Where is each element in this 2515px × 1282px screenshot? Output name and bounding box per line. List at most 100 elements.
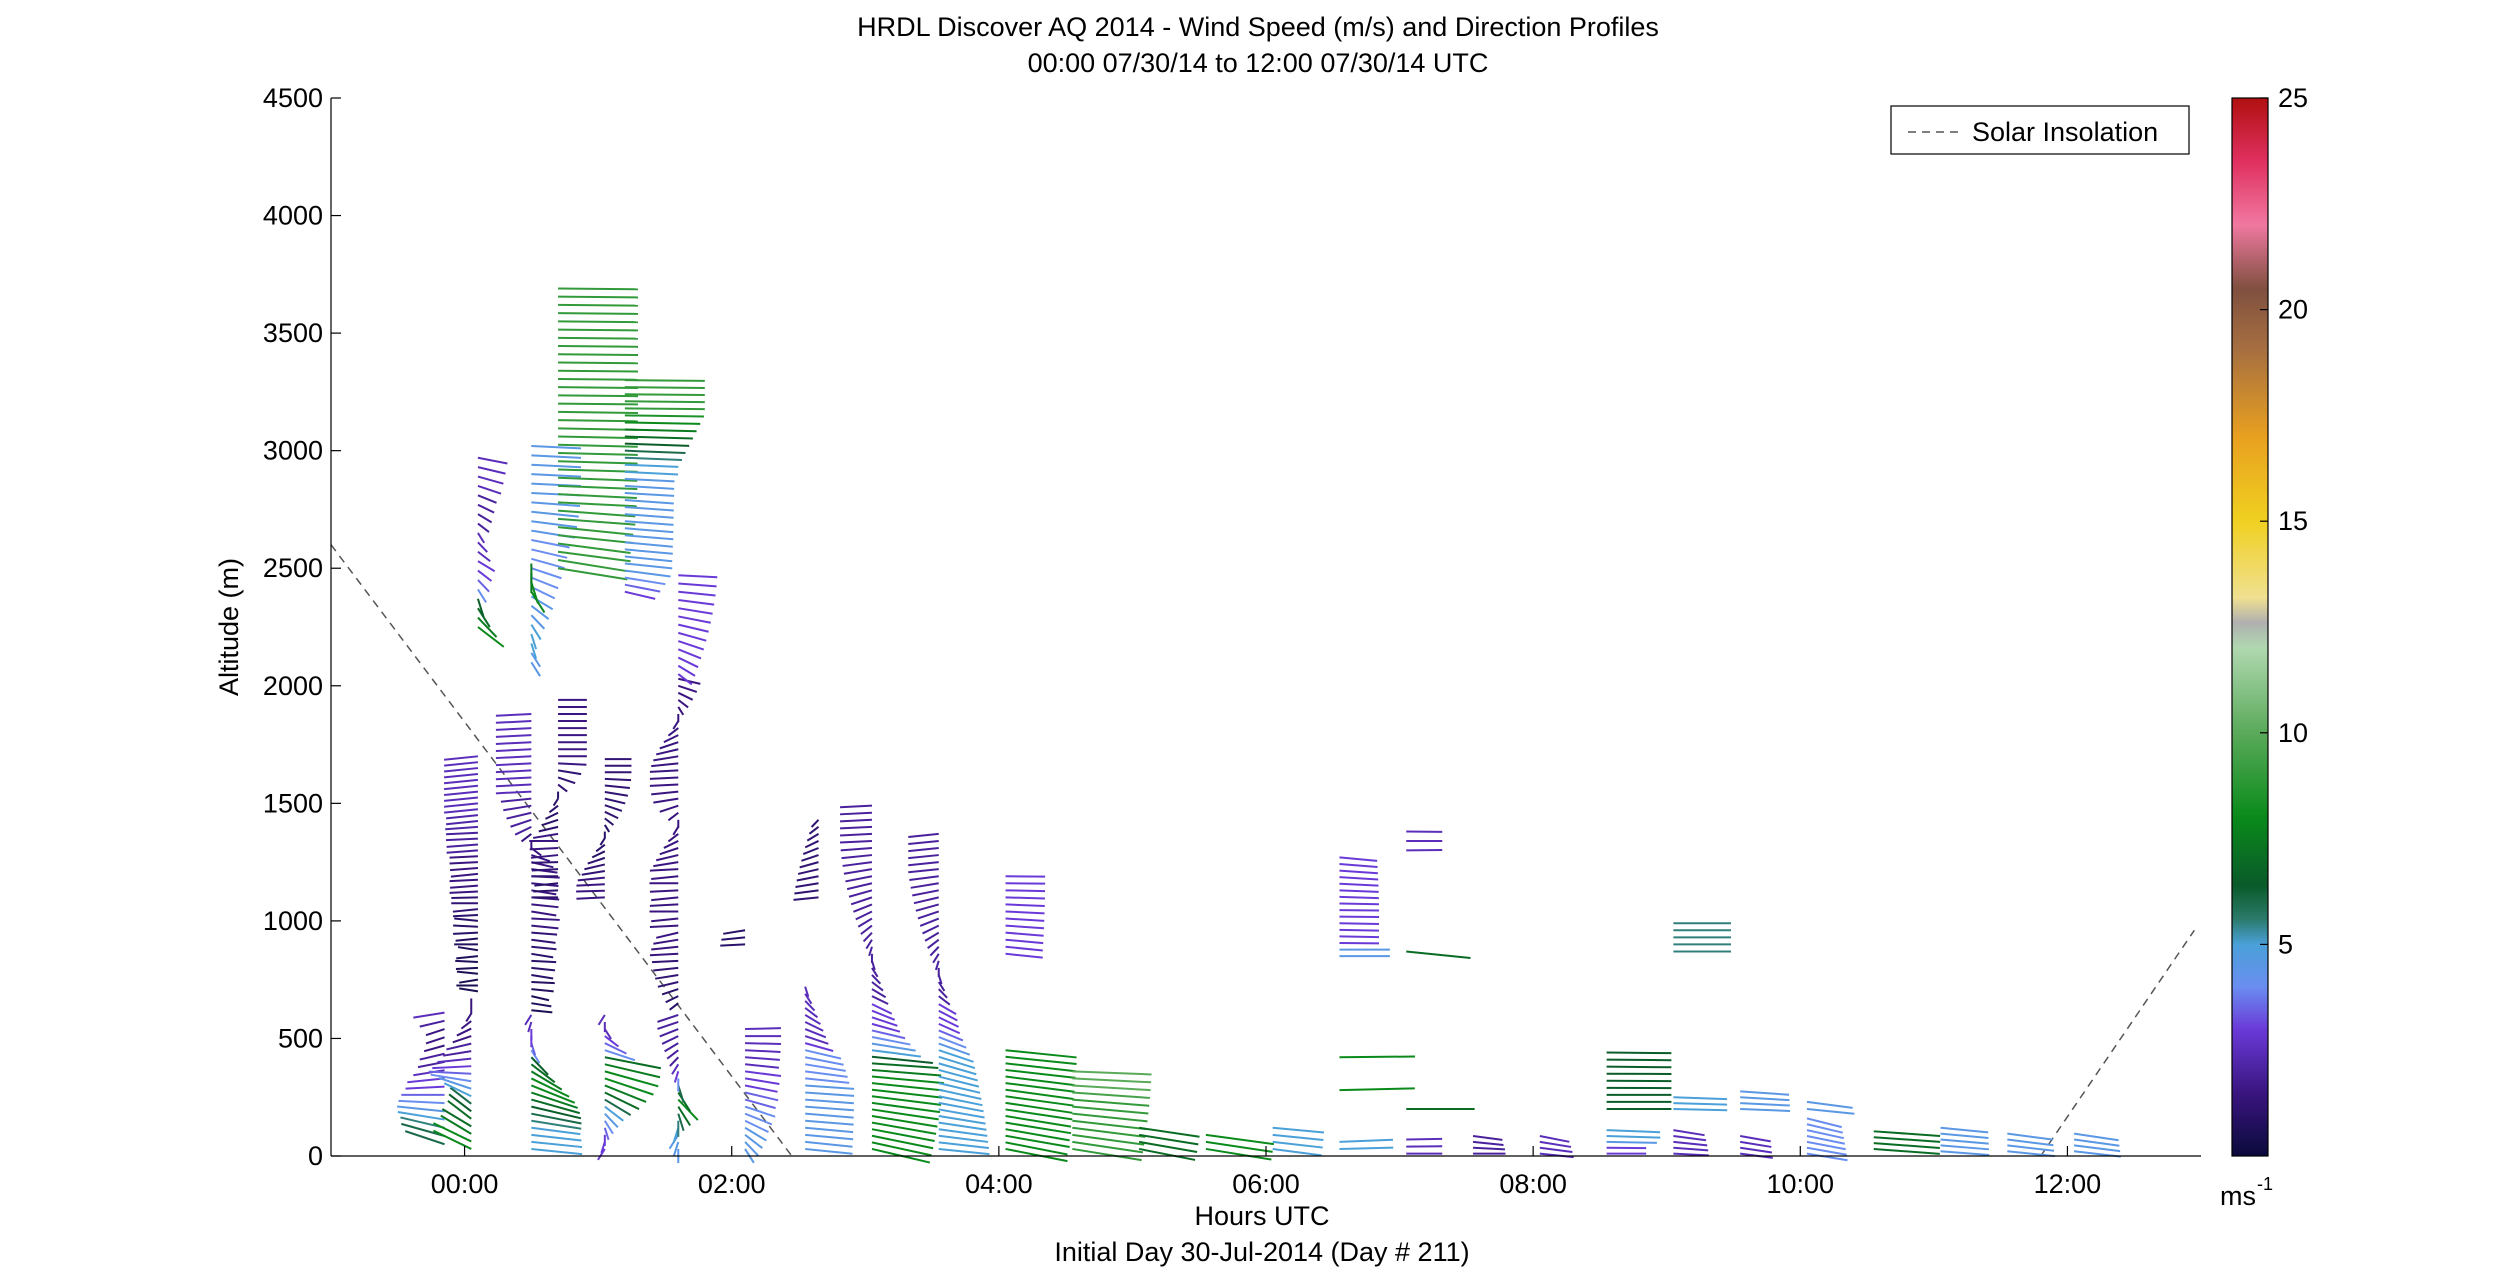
wind-barb — [624, 562, 673, 570]
wind-barb — [805, 1147, 853, 1155]
y-axis-ticks: 0 500 1000 1500 2000 2500 3000 3500 4000 4500 — [263, 83, 341, 1171]
wind-barb — [495, 755, 532, 760]
wind-barb — [558, 443, 638, 448]
wind-barb — [677, 706, 685, 716]
wind-barb — [871, 1029, 906, 1040]
wind-barb — [428, 1070, 472, 1075]
wind-barb — [1072, 1126, 1146, 1138]
wind-barb — [558, 762, 587, 766]
wind-barb — [744, 1063, 780, 1069]
wind-barb — [938, 1042, 971, 1056]
wind-barb — [871, 1134, 934, 1150]
wind-barb — [805, 1084, 855, 1090]
wind-barb — [425, 1028, 445, 1037]
chart-subtitle: 00:00 07/30/14 to 12:00 07/30/14 UTC — [1028, 48, 1489, 78]
wind-barb — [1806, 1135, 1846, 1145]
wind-barb — [841, 854, 873, 860]
wind-barb — [413, 1011, 445, 1019]
wind-barb — [805, 1091, 855, 1097]
wind-barb — [1406, 1137, 1443, 1141]
wind-barb — [599, 837, 606, 846]
wind-barb — [604, 777, 632, 782]
wind-barb — [530, 605, 550, 620]
wind-barb — [446, 843, 479, 848]
wind-barb — [649, 769, 679, 773]
wind-barb — [531, 1002, 552, 1008]
wind-barb — [664, 1042, 679, 1053]
legend: Solar Insolation — [1890, 105, 2190, 155]
wind-barb — [840, 847, 873, 852]
wind-barb — [1673, 1152, 1709, 1157]
wind-barb — [624, 477, 675, 483]
wind-barb — [624, 456, 682, 461]
wind-barb — [531, 557, 565, 570]
wind-barb — [520, 833, 532, 843]
wind-barb — [531, 903, 559, 909]
wind-barb — [1940, 1150, 1990, 1156]
wind-barb — [557, 550, 631, 563]
wind-barb — [495, 741, 532, 745]
wind-barb — [624, 484, 675, 490]
wind-barb — [531, 973, 554, 980]
wind-barb — [425, 1036, 445, 1045]
wind-barb — [938, 1141, 989, 1150]
wind-barb — [557, 526, 634, 536]
wind-barb — [651, 790, 679, 796]
wind-barb — [677, 640, 705, 651]
wind-barb — [659, 847, 679, 856]
wind-barb — [655, 931, 679, 939]
wind-barb — [531, 501, 581, 508]
wind-barb — [531, 854, 551, 863]
wind-barb — [455, 959, 478, 964]
wind-barb — [2007, 1138, 2054, 1147]
wind-barb — [531, 1091, 578, 1109]
chart-title: HRDL Discover AQ 2014 - Wind Speed (m/s)… — [857, 12, 1659, 42]
wind-barb — [649, 868, 679, 872]
wind-barb — [745, 1042, 781, 1046]
wind-barb — [659, 741, 679, 750]
wind-barb — [531, 868, 559, 872]
wind-barb — [871, 1128, 935, 1143]
wind-barb — [624, 400, 705, 404]
wind-barb — [663, 840, 679, 849]
wind-barb — [1940, 1138, 1989, 1145]
wind-barb — [604, 1070, 659, 1088]
wind-barb — [447, 1100, 472, 1120]
wind-barb — [1005, 1062, 1076, 1073]
wind-barb — [604, 1035, 619, 1048]
wind-barb — [558, 328, 639, 332]
wind-barb — [624, 463, 679, 468]
wind-barb — [653, 966, 679, 972]
wind-barb — [477, 484, 502, 495]
wind-barb — [1673, 1096, 1728, 1101]
wind-barb — [604, 804, 623, 812]
wind-barb — [624, 541, 673, 548]
wind-barb — [919, 917, 940, 927]
wind-barb — [530, 643, 538, 659]
plot-area — [331, 98, 2201, 1156]
wind-barb — [531, 1105, 582, 1120]
wind-barb — [398, 1099, 445, 1105]
wind-barb — [1339, 876, 1379, 881]
wind-barb — [445, 825, 479, 831]
wind-barb — [558, 460, 638, 465]
wind-barb — [908, 854, 939, 860]
wind-barb — [653, 797, 679, 804]
wind-barb — [604, 1091, 640, 1111]
wind-barb — [1005, 931, 1044, 937]
wind-barb — [909, 875, 939, 882]
wind-barb — [1740, 1102, 1790, 1107]
wind-barb — [804, 1056, 844, 1066]
wind-barb — [604, 817, 615, 826]
wind-barb — [1740, 1090, 1790, 1096]
wind-barb — [581, 870, 605, 876]
wind-barb — [657, 981, 679, 988]
wind-barb — [531, 1140, 583, 1149]
solar-insolation-layer — [330, 544, 2195, 1157]
x-axis-ticks: 00:00 02:00 04:00 06:00 08:00 10:00 12:00 — [431, 1146, 2101, 1199]
wind-barb — [1005, 1128, 1070, 1142]
wind-barb — [423, 1044, 445, 1053]
wind-barb — [744, 1091, 779, 1102]
wind-barb — [1673, 1129, 1705, 1137]
y-tick-label: 3500 — [263, 318, 323, 348]
